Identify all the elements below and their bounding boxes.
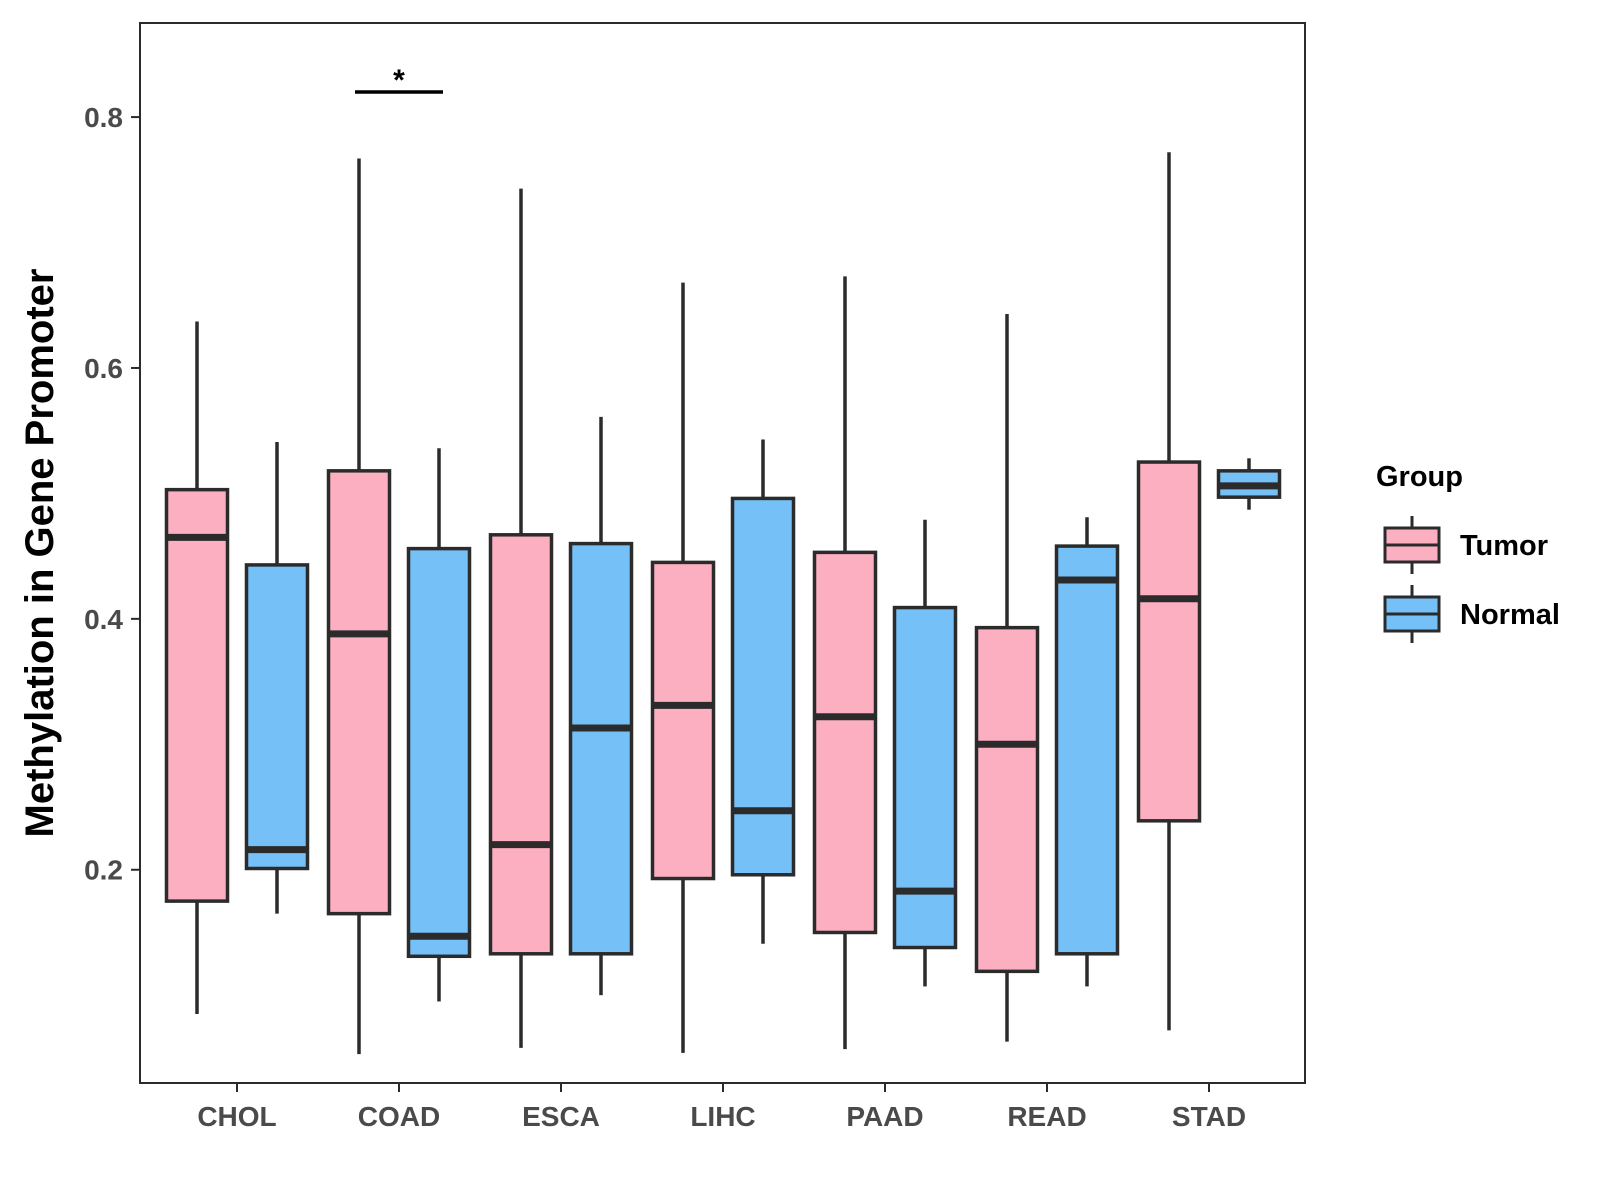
x-tick-label: READ [1007,1101,1086,1132]
box-normal-esca [568,416,634,996]
box-tumor-esca [488,188,554,1048]
box-body [892,605,958,950]
box-tumor-coad [326,158,392,1055]
box-body [326,469,392,916]
x-axis: CHOL COAD ESCA LIHC PAAD READ STAD [197,1083,1246,1132]
x-tick-label: LIHC [690,1101,755,1132]
legend-item-tumor: Tumor [1383,516,1548,574]
x-tick-label: COAD [358,1101,440,1132]
box-normal-lihc [730,439,796,944]
box-normal-stad [1216,458,1282,510]
plot-panel [139,22,1306,1084]
legend-entries: Tumor Normal [1383,516,1560,643]
legend-label: Normal [1460,599,1560,631]
y-tick-label: 0.4 [84,604,123,635]
x-tick-label: CHOL [197,1101,276,1132]
box-body [812,550,878,935]
box-normal-chol [244,441,310,914]
box-body [488,533,554,956]
y-axis: 0.2 0.4 0.6 0.8 [84,102,140,886]
box-body [974,625,1040,974]
box-series [164,152,1282,1055]
y-axis-title: Methylation in Gene Promoter [18,269,62,838]
box-body [244,563,310,871]
legend-item-normal: Normal [1383,585,1560,643]
legend-label: Tumor [1460,530,1548,562]
box-body [730,496,796,877]
box-tumor-stad [1136,152,1202,1031]
box-tumor-chol [164,321,230,1015]
y-tick-label: 0.2 [84,855,123,886]
box-tumor-lihc [650,282,716,1053]
legend: Group Tumor Normal [1376,461,1560,643]
box-tumor-read [974,314,1040,1042]
box-normal-coad [406,448,472,1002]
box-body [650,560,716,881]
box-body [568,541,634,956]
y-tick-label: 0.6 [84,353,123,384]
x-tick-label: STAD [1172,1101,1246,1132]
box-body [164,487,230,903]
significance-annotations: * [355,64,443,97]
box-normal-paad [892,519,958,987]
legend-title: Group [1376,461,1463,493]
box-body [1054,544,1120,956]
box-body [1136,460,1202,823]
significance-label: * [393,64,405,97]
y-tick-label: 0.8 [84,102,123,133]
x-tick-label: ESCA [522,1101,600,1132]
x-tick-label: PAAD [846,1101,923,1132]
box-body [406,546,472,959]
box-tumor-paad [812,276,878,1050]
box-normal-read [1054,517,1120,987]
